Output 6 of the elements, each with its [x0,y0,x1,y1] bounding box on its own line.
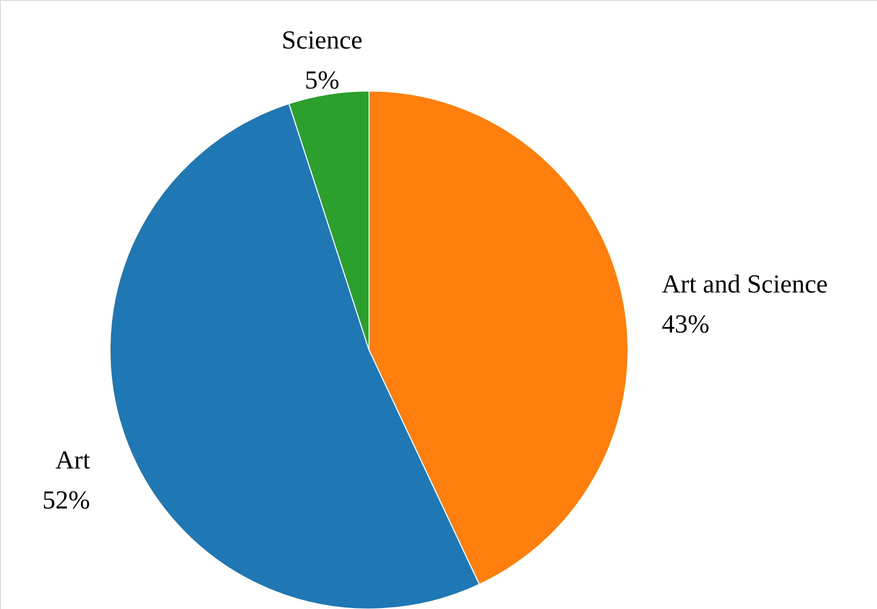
slice-label: Art and Science [662,270,828,299]
slice-label: Science [282,26,362,55]
data-label: 5% [304,66,340,95]
data-label: 43% [662,310,710,339]
data-label: 52% [42,485,90,514]
slice-label: Art [55,445,91,474]
